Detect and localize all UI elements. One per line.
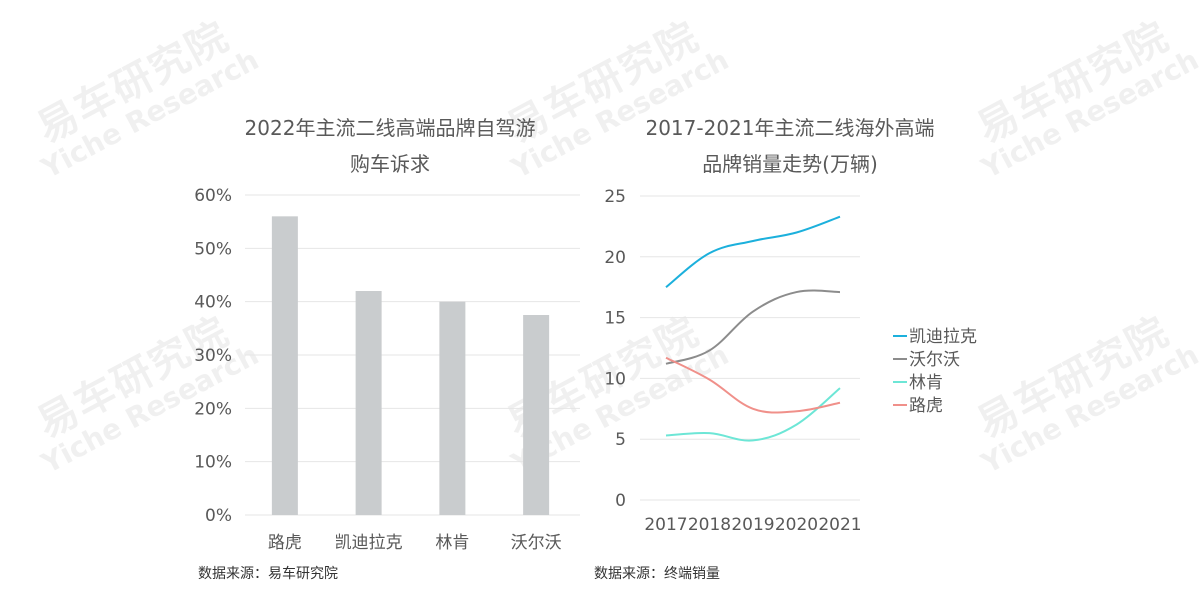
x-tick-label: 2018 bbox=[688, 515, 731, 535]
watermark-cn: 易车研究院 bbox=[969, 308, 1177, 448]
x-tick-label: 林肯 bbox=[435, 533, 469, 553]
y-tick-label: 0% bbox=[205, 506, 232, 526]
bar bbox=[355, 291, 382, 515]
x-tick-label: 凯迪拉克 bbox=[335, 533, 403, 553]
watermark-en: Yiche Research bbox=[976, 338, 1200, 481]
series-line bbox=[665, 215, 841, 288]
y-tick-label: 20 bbox=[604, 248, 626, 268]
y-tick-label: 60% bbox=[194, 186, 232, 206]
bar bbox=[523, 315, 550, 515]
legend-entry: 路虎 bbox=[909, 396, 943, 416]
y-tick-label: 50% bbox=[194, 239, 232, 259]
y-tick-label: 20% bbox=[194, 399, 232, 419]
x-tick-label: 2019 bbox=[731, 515, 774, 535]
x-tick-label: 沃尔沃 bbox=[511, 533, 562, 553]
left-title-line1: 2022年主流二线高端品牌自驾游 bbox=[244, 116, 536, 140]
y-tick-label: 10% bbox=[194, 453, 232, 473]
x-tick-label: 2020 bbox=[775, 515, 818, 535]
y-tick-label: 10 bbox=[604, 369, 626, 389]
bar bbox=[439, 301, 466, 515]
bar-chart: 0% 10% 20% 30% 40% 50% 60% 路虎 凯迪拉克 林肯 沃尔沃 bbox=[194, 186, 580, 553]
y-tick-label: 5 bbox=[615, 430, 626, 450]
right-chart-title: 2017-2021年主流二线海外高端 品牌销量走势(万辆) bbox=[580, 110, 1000, 182]
left-source-note: 数据来源：易车研究院 bbox=[198, 566, 338, 582]
x-tick-label: 2017 bbox=[644, 515, 687, 535]
y-tick-label: 40% bbox=[194, 293, 232, 313]
legend-entry: 凯迪拉克 bbox=[909, 327, 977, 347]
legend-entry: 沃尔沃 bbox=[909, 350, 960, 370]
y-tick-label: 15 bbox=[604, 309, 626, 329]
left-chart-title: 2022年主流二线高端品牌自驾游 购车诉求 bbox=[190, 110, 590, 182]
x-tick-label: 路虎 bbox=[268, 533, 302, 553]
series-line bbox=[665, 289, 841, 365]
series-line bbox=[665, 356, 841, 414]
x-tick-label: 2021 bbox=[818, 515, 861, 535]
series-line bbox=[665, 387, 841, 442]
y-tick-label: 25 bbox=[604, 187, 626, 207]
bar bbox=[271, 216, 298, 516]
watermark: 易车研究院 Yiche Research bbox=[957, 303, 1200, 481]
y-tick-label: 30% bbox=[194, 346, 232, 366]
left-title-line2: 购车诉求 bbox=[350, 152, 430, 176]
right-title-line1: 2017-2021年主流二线海外高端 bbox=[645, 116, 935, 140]
y-tick-label: 0 bbox=[615, 491, 626, 511]
right-source-note: 数据来源：终端销量 bbox=[594, 566, 720, 582]
watermark-en: Yiche Research bbox=[976, 43, 1200, 186]
right-title-line2: 品牌销量走势(万辆) bbox=[702, 152, 878, 176]
legend-entry: 林肯 bbox=[909, 373, 943, 393]
